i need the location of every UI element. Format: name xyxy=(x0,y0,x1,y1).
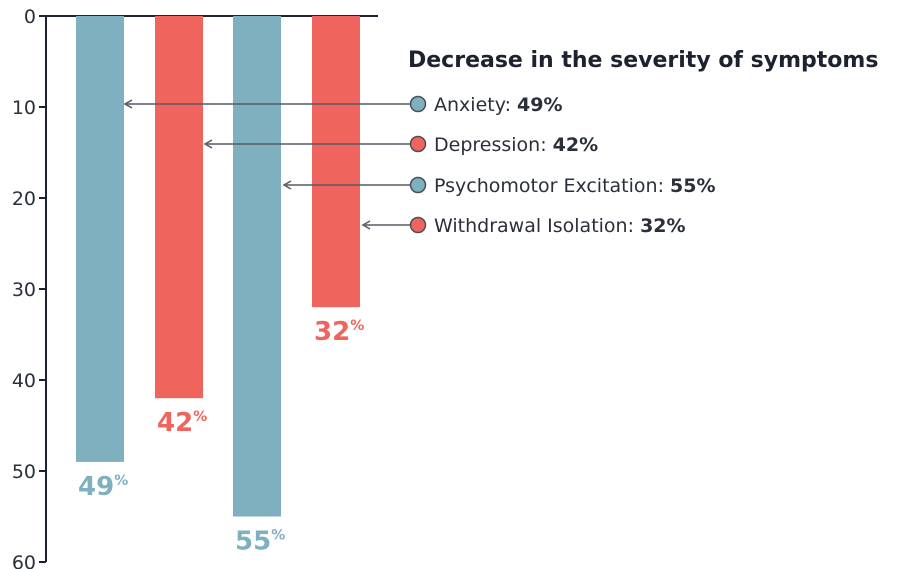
legend-value: 55% xyxy=(670,175,715,197)
legend-entry: Psychomotor Excitation: 55% xyxy=(434,175,716,197)
legend-name: Anxiety xyxy=(434,94,506,116)
legend-value: 49% xyxy=(517,94,562,116)
bars xyxy=(76,16,360,517)
chart-title: Decrease in the severity of symptoms xyxy=(408,48,878,73)
legend-entry: Withdrawal Isolation: 32% xyxy=(434,215,686,237)
data-label: 55% xyxy=(235,527,285,557)
data-label-value: 49 xyxy=(78,472,114,502)
data-label-value: 55 xyxy=(235,527,271,557)
legend-name: Psychomotor Excitation xyxy=(434,175,658,197)
data-label: 32% xyxy=(314,317,364,347)
arrow-head xyxy=(123,99,133,109)
legend-entry: Depression: 42% xyxy=(434,134,598,156)
arrow-head xyxy=(282,180,292,190)
y-tick-label: 0 xyxy=(24,6,36,28)
legend-value: 42% xyxy=(553,134,598,156)
bar-anxiety xyxy=(76,16,124,462)
legend-connectors xyxy=(123,99,410,230)
bar-depression xyxy=(155,16,203,399)
y-tick-label: 60 xyxy=(12,552,36,569)
y-tick-label: 10 xyxy=(12,97,36,119)
legend-marker xyxy=(409,135,427,153)
legend-name: Withdrawal Isolation xyxy=(434,215,628,237)
legend: Decrease in the severity of symptoms Anx… xyxy=(408,48,878,237)
data-label: 49% xyxy=(78,472,128,502)
data-label-value: 32 xyxy=(314,317,350,347)
legend-name: Depression xyxy=(434,134,540,156)
y-tick-label: 30 xyxy=(12,279,36,301)
data-labels: 49%42%55%32% xyxy=(78,317,364,556)
data-label-value: 42 xyxy=(157,408,193,438)
legend-entry: Anxiety: 49% xyxy=(434,94,563,116)
arrow-head xyxy=(361,220,371,230)
data-label-unit: % xyxy=(193,409,207,425)
y-tick-label: 20 xyxy=(12,188,36,210)
data-label-unit: % xyxy=(271,528,285,544)
data-label-unit: % xyxy=(350,318,364,334)
data-label: 42% xyxy=(157,408,207,438)
bar-psychomotor-excitation xyxy=(233,16,281,517)
y-tick-label: 50 xyxy=(12,461,36,483)
arrow-head xyxy=(203,139,213,149)
data-label-unit: % xyxy=(114,473,128,489)
legend-marker xyxy=(409,176,427,194)
legend-marker xyxy=(409,95,427,113)
legend-marker xyxy=(409,216,427,234)
bar-withdrawal-isolation xyxy=(312,16,360,308)
y-tick-label: 40 xyxy=(12,370,36,392)
legend-value: 32% xyxy=(640,215,685,237)
